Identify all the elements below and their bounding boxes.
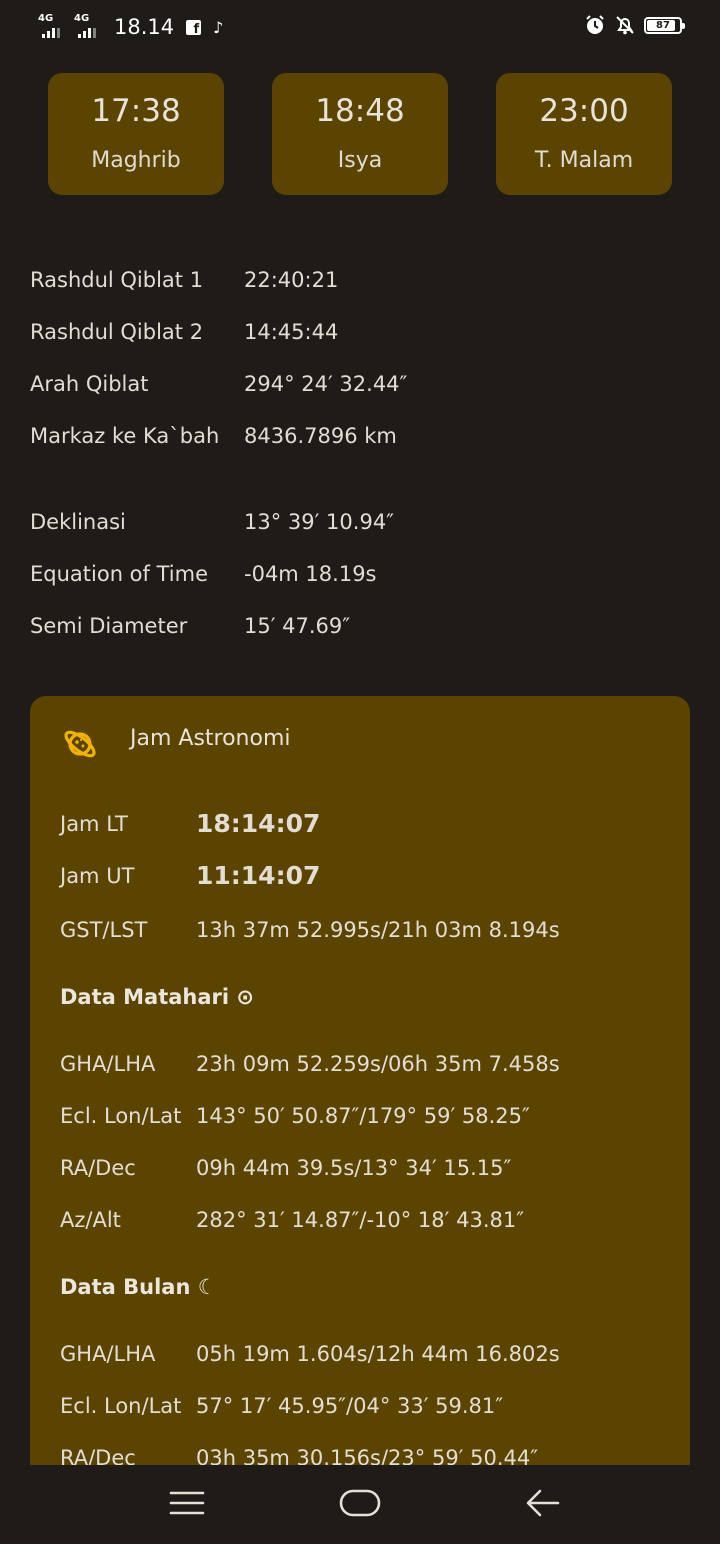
astro-label: GHA/LHA xyxy=(60,1052,156,1076)
astronomy-panel: Jam Astronomi Jam LT 18:14:07 Jam UT 11:… xyxy=(30,696,690,1496)
planet-icon xyxy=(61,725,99,763)
status-bar: 4G 4G 18.14 ♪ 87 xyxy=(0,0,720,56)
signal-icon: 4G xyxy=(74,14,104,40)
info-label: Markaz ke Ka`bah xyxy=(30,424,220,448)
menu-button[interactable] xyxy=(163,1485,211,1525)
network-type: 4G xyxy=(38,13,54,24)
info-value: 22:40:21 xyxy=(244,268,339,292)
astro-value: 23h 09m 52.259s/06h 35m 7.458s xyxy=(196,1052,560,1076)
astro-row-moon-gha-lha: GHA/LHA 05h 19m 1.604s/12h 44m 16.802s xyxy=(60,1336,680,1372)
prayer-time: 17:38 xyxy=(91,93,181,129)
astro-label: Jam UT xyxy=(60,864,135,888)
battery-percent: 87 xyxy=(656,19,670,31)
astro-row-sun-ra-dec: RA/Dec 09h 44m 39.5s/13° 34′ 15.15″ xyxy=(60,1150,680,1186)
section-header-data-matahari: Data Matahari ⊙ xyxy=(60,985,254,1009)
astro-row-sun-ecl-lon-lat: Ecl. Lon/Lat 143° 50′ 50.87″/179° 59′ 58… xyxy=(60,1098,680,1134)
astro-value: 18:14:07 xyxy=(196,809,321,838)
astro-value: 57° 17′ 45.95″/04° 33′ 59.81″ xyxy=(196,1394,504,1418)
info-row-rashdul-qiblat-2: Rashdul Qiblat 2 14:45:44 xyxy=(30,314,670,350)
prayer-name: T. Malam xyxy=(534,148,634,173)
menu-icon xyxy=(169,1490,205,1520)
astro-row-jam-lt: Jam LT 18:14:07 xyxy=(60,806,680,842)
status-time: 18.14 xyxy=(114,15,175,39)
tiktok-icon: ♪ xyxy=(213,17,224,37)
info-label: Equation of Time xyxy=(30,562,208,586)
astro-row-sun-gha-lha: GHA/LHA 23h 09m 52.259s/06h 35m 7.458s xyxy=(60,1046,680,1082)
prayer-name: Isya xyxy=(337,148,383,173)
astro-value: 11:14:07 xyxy=(196,861,321,890)
notifications-off-icon xyxy=(614,14,636,36)
info-row-equation-of-time: Equation of Time -04m 18.19s xyxy=(30,556,670,592)
info-value: 13° 39′ 10.94″ xyxy=(244,510,395,534)
info-label: Rashdul Qiblat 1 xyxy=(30,268,204,292)
astro-row-jam-ut: Jam UT 11:14:07 xyxy=(60,858,680,894)
info-row-arah-qiblat: Arah Qiblat 294° 24′ 32.44″ xyxy=(30,366,670,402)
back-button[interactable] xyxy=(519,1485,567,1525)
astro-row-gst-lst: GST/LST 13h 37m 52.995s/21h 03m 8.194s xyxy=(60,912,680,948)
prayer-time: 18:48 xyxy=(315,93,405,129)
home-button[interactable] xyxy=(336,1485,384,1525)
prayer-name: Maghrib xyxy=(91,148,181,173)
info-label: Rashdul Qiblat 2 xyxy=(30,320,204,344)
info-row-deklinasi: Deklinasi 13° 39′ 10.94″ xyxy=(30,504,670,540)
astro-label: RA/Dec xyxy=(60,1156,136,1180)
info-label: Semi Diameter xyxy=(30,614,188,638)
astro-value: 05h 19m 1.604s/12h 44m 16.802s xyxy=(196,1342,560,1366)
network-type: 4G xyxy=(74,13,90,24)
info-row-markaz-kabah: Markaz ke Ka`bah 8436.7896 km xyxy=(30,418,670,454)
info-value: 14:45:44 xyxy=(244,320,339,344)
signal-icon: 4G xyxy=(38,14,68,40)
back-icon xyxy=(525,1488,561,1522)
astro-label: GHA/LHA xyxy=(60,1342,156,1366)
section-header-data-bulan: Data Bulan ☾ xyxy=(60,1275,217,1299)
info-value: 294° 24′ 32.44″ xyxy=(244,372,408,396)
astro-value: 13h 37m 52.995s/21h 03m 8.194s xyxy=(196,918,560,942)
info-label: Arah Qiblat xyxy=(30,372,149,396)
astro-label: GST/LST xyxy=(60,918,148,942)
astro-label: Az/Alt xyxy=(60,1208,121,1232)
astro-value: 143° 50′ 50.87″/179° 59′ 58.25″ xyxy=(196,1104,530,1128)
astro-value: 09h 44m 39.5s/13° 34′ 15.15″ xyxy=(196,1156,512,1180)
info-value: 8436.7896 km xyxy=(244,424,397,448)
info-row-semi-diameter: Semi Diameter 15′ 47.69″ xyxy=(30,608,670,644)
astronomy-title: Jam Astronomi xyxy=(130,726,291,751)
status-bar-right: 87 xyxy=(584,14,685,36)
astro-value: 282° 31′ 14.87″/-10° 18′ 43.81″ xyxy=(196,1208,525,1232)
facebook-icon xyxy=(186,19,202,37)
astro-label: Ecl. Lon/Lat xyxy=(60,1394,182,1418)
astro-label: Jam LT xyxy=(60,812,128,836)
prayer-time: 23:00 xyxy=(539,93,629,129)
info-label: Deklinasi xyxy=(30,510,126,534)
battery-icon: 87 xyxy=(644,16,685,34)
astro-label: Ecl. Lon/Lat xyxy=(60,1104,182,1128)
prayer-card-isya[interactable]: 18:48 Isya xyxy=(272,73,448,195)
info-value: 15′ 47.69″ xyxy=(244,614,351,638)
astro-row-sun-az-alt: Az/Alt 282° 31′ 14.87″/-10° 18′ 43.81″ xyxy=(60,1202,680,1238)
status-bar-left: 4G 4G 18.14 ♪ xyxy=(38,12,223,42)
navigation-bar xyxy=(0,1465,720,1544)
alarm-icon xyxy=(584,14,606,36)
info-value: -04m 18.19s xyxy=(244,562,377,586)
home-icon xyxy=(339,1488,381,1522)
info-row-rashdul-qiblat-1: Rashdul Qiblat 1 22:40:21 xyxy=(30,262,670,298)
prayer-card-tengah-malam[interactable]: 23:00 T. Malam xyxy=(496,73,672,195)
astro-row-moon-ecl-lon-lat: Ecl. Lon/Lat 57° 17′ 45.95″/04° 33′ 59.8… xyxy=(60,1388,680,1424)
prayer-card-maghrib[interactable]: 17:38 Maghrib xyxy=(48,73,224,195)
